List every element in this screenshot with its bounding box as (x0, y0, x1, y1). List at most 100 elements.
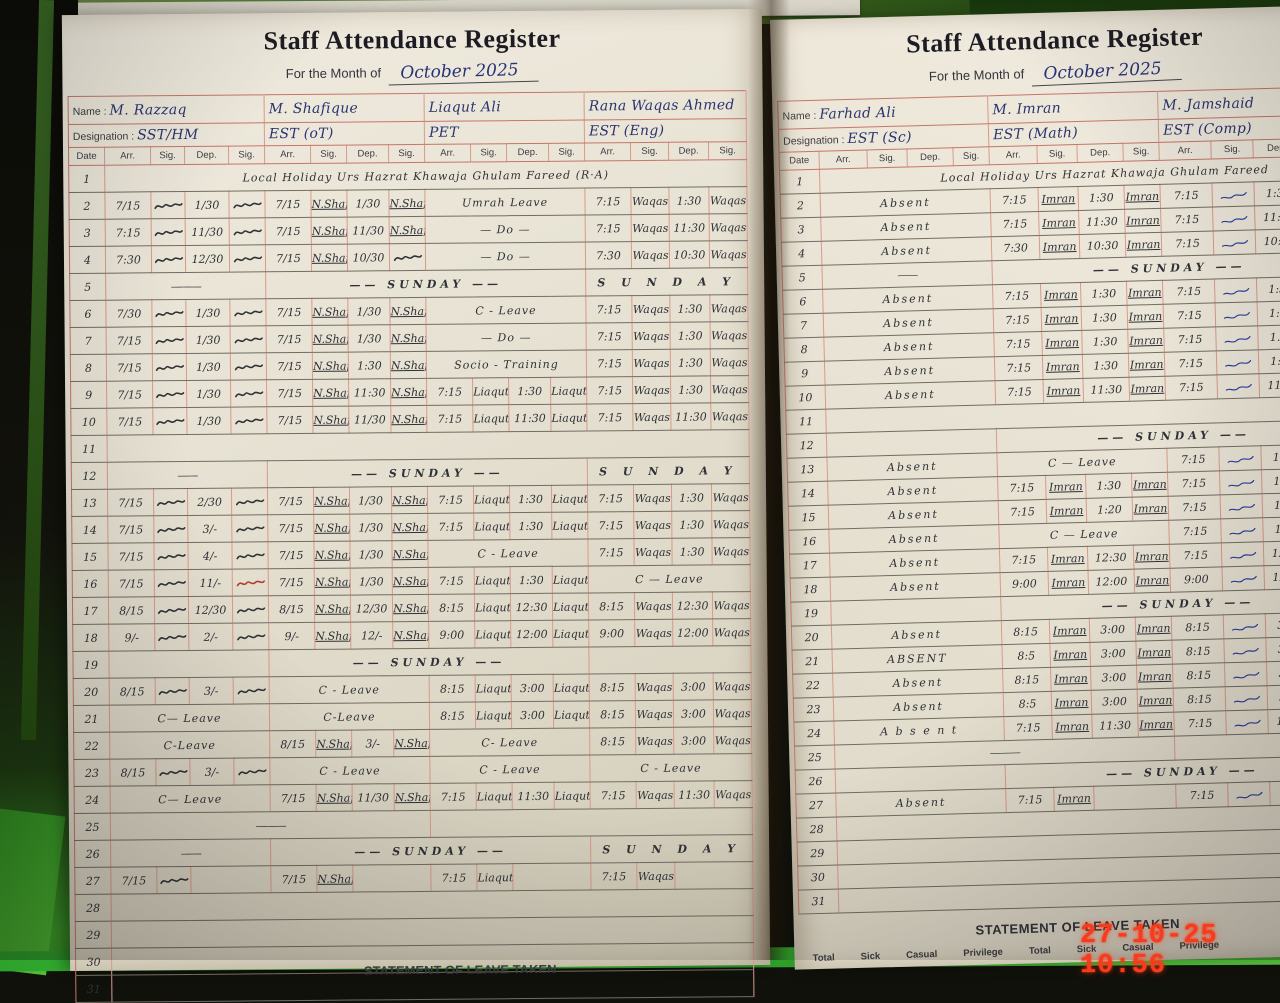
entry-cell: 9/- (108, 623, 155, 652)
entry-cell: 11:30 (670, 402, 712, 431)
signature-cell (1225, 709, 1269, 735)
entry-cell: Waqas (710, 402, 750, 430)
sig-header: Sig. (310, 145, 347, 164)
entry-cell: 9:00 (428, 620, 475, 649)
signature-scribble (1232, 647, 1259, 655)
entry-cell: ——— (105, 271, 266, 301)
signature-scribble (236, 580, 265, 587)
entry-cell: 8/15 (268, 595, 315, 623)
entry-cell: 7:15 (1005, 787, 1055, 813)
entry-cell: 7/15 (266, 379, 313, 407)
signature-scribble (155, 338, 184, 345)
entry-cell: 3:00 (511, 674, 554, 702)
entry-cell: 7/15 (107, 488, 154, 517)
entry-cell: 7:15 (1160, 206, 1214, 233)
entry-cell: S U N D A Y (587, 456, 750, 486)
attendance-row-20: 20 8/15 3/- C - Leave 8:15 Liaqut 3:00 Liaqut 8:… (73, 672, 752, 706)
date-cell: 15 (788, 505, 829, 531)
date-cell: 22 (73, 732, 110, 760)
date-cell: 13 (71, 489, 108, 517)
signature-scribble (1224, 359, 1251, 367)
entry-cell: 7:15 (430, 782, 477, 811)
entry-cell: 7:15 (590, 862, 638, 890)
entry-cell: Liaqut (553, 673, 590, 702)
book-spine-shadow (748, 0, 790, 960)
entry-cell: Liaqut (476, 782, 513, 810)
entry-cell: 7:15 (1164, 350, 1218, 377)
attendance-row-13: 13 7/15 2/30 7/15 N.Shafi 1/30 N.Shafi 7:15 Liaq… (71, 483, 750, 517)
entry-cell: Liaqut (475, 701, 512, 729)
entry-cell: 1/30 (350, 567, 393, 596)
empty-cell (108, 649, 270, 679)
entry-cell: 1:30 (671, 537, 713, 566)
sig-header: Sig. (470, 143, 507, 163)
entry-cell: Imran (1043, 378, 1084, 404)
entry-cell: 7/15 (266, 352, 313, 380)
page-title: Staff Attendance Register (263, 23, 561, 56)
entry-cell: 7:15 (993, 331, 1043, 357)
entry-cell: C - Leave (427, 539, 589, 568)
entry-cell: Waqas (710, 321, 749, 349)
entry-cell: Imran (1046, 498, 1087, 524)
entry-cell: 3:00 (511, 701, 554, 729)
entry-cell: Imran (1049, 642, 1091, 668)
signature-scribble (234, 391, 263, 398)
entry-cell: 8:15 (1002, 667, 1052, 693)
empty-cell (352, 864, 432, 893)
signature-scribble (158, 689, 187, 696)
signature-scribble (234, 418, 264, 425)
entry-cell: C-Leave (109, 730, 270, 760)
entry-cell: Liaqut (474, 593, 511, 621)
entry-cell: 1:30 (508, 377, 551, 405)
sig-header: Sig. (388, 144, 425, 163)
signature-scribble (235, 526, 264, 533)
signature-cell (229, 298, 267, 327)
empty-cell (111, 969, 754, 1003)
entry-cell: 10/30 (347, 243, 390, 272)
entry-cell: 7:15 (990, 211, 1040, 237)
arr-header: Arr. (104, 146, 151, 166)
signature-cell (232, 568, 269, 597)
signature-scribble (154, 311, 184, 318)
entry-cell: Waqas (634, 619, 673, 647)
entry-cell: 12:00 (672, 618, 713, 647)
entry-cell: 2/30 (187, 488, 232, 516)
entry-cell: 7:15 (587, 538, 635, 567)
date-cell: 26 (795, 769, 836, 795)
entry-cell: 10:30 (669, 240, 710, 269)
attendance-row-14: 14 7/15 3/- 7/15 N.Shafi 1/30 N.Shafi 7:15 Liaqu… (71, 510, 750, 544)
signature-scribble (157, 581, 186, 588)
entry-cell: 2/- (188, 623, 233, 651)
empty-cell (1093, 784, 1177, 811)
entry-cell: Imran (1038, 186, 1079, 212)
statement-column-label: Sick (860, 950, 881, 963)
signature-scribble (156, 527, 185, 534)
entry-cell: Waqas (711, 483, 750, 511)
date-cell: 26 (74, 840, 111, 868)
entry-cell: 1:30 (1260, 444, 1280, 470)
signature-cell (155, 758, 191, 786)
staff-name-cell: M. Imran (987, 91, 1159, 124)
signature-cell (155, 677, 190, 705)
entry-cell: Liaqut (552, 619, 589, 648)
signature-scribble (155, 392, 184, 399)
entry-cell: 1:30 (1257, 300, 1280, 326)
entry-cell: 7/15 (106, 380, 153, 409)
entry-cell: —— SUNDAY —— (267, 458, 588, 488)
entry-cell: 1:30 (1262, 492, 1280, 518)
entry-cell: 3:00 (1090, 665, 1138, 691)
entry-cell: Waqas (632, 403, 672, 431)
entry-cell: 11:30 (508, 404, 552, 432)
signature-cell (231, 514, 268, 543)
entry-cell: 1/30 (349, 486, 392, 515)
entry-cell: 12/30 (185, 245, 230, 273)
entry-cell: Liaqut (476, 863, 514, 891)
entry-cell: 12:30 (1087, 545, 1135, 571)
entry-cell: 12:00 (1264, 564, 1280, 590)
entry-cell: —— SUNDAY —— (270, 835, 591, 866)
signature-cell (1224, 661, 1268, 687)
attendance-row-6: 6 7/30 1/30 7/15 N.Shafi 1/30 N.Shafi C - Leave… (69, 294, 749, 328)
entry-cell: 8:15 (429, 674, 476, 703)
entry-cell: N.Shafi (391, 486, 428, 514)
